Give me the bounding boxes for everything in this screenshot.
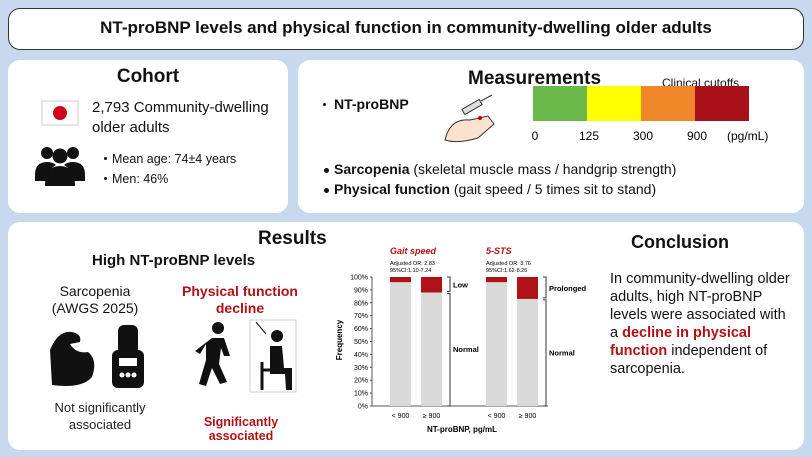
cutoff-segment [533,86,587,121]
measurements-title: Measurements [468,68,602,89]
title: NT-proBNP levels and physical function i… [100,18,712,37]
bracket [447,292,451,407]
panel-ci: 95%CI:1.10-7.24 [390,268,431,274]
item: Sarcopenia (skeletal muscle mass / handg… [334,161,676,177]
bullet [324,188,329,193]
cutoff-label: 0 [532,129,539,143]
y-tick-label: 60% [354,326,368,333]
item-label: Sarcopenia [334,161,410,177]
japan-flag [41,100,79,126]
x-tick-label: ≥ 900 [423,413,441,420]
y-tick-label: 90% [354,287,368,294]
title-box [8,8,804,50]
bar-segment [486,282,507,406]
sitting-icon [249,319,297,393]
bar-segment [390,282,411,406]
y-tick-label: 40% [354,352,368,359]
bullet [323,103,326,106]
y-tick-label: 100% [350,275,368,282]
x-tick-label: < 900 [392,413,410,420]
item-detail: (gait speed / 5 times sit to stand) [453,181,657,197]
bar-segment [390,277,411,283]
physical-finding: Significantly associated [203,415,279,443]
y-tick-label: 10% [354,391,368,398]
panel-ci: 95%CI:1.62-8.26 [486,268,527,274]
item-detail: (skeletal muscle mass / handgrip strengt… [413,161,677,177]
arm-syringe-icon [444,94,495,143]
bracket [447,276,451,292]
y-axis-label: Frequency [335,319,344,360]
conclusion-title: Conclusion [631,232,729,252]
results-subtitle: High NT-proBNP levels [92,252,256,269]
item-label: Physical function [334,181,450,197]
bar-segment [517,298,538,406]
series-label: Normal [549,348,575,357]
cutoff-segment [641,86,695,121]
bar-segment [486,277,507,283]
y-tick-label: 0% [358,404,368,411]
y-tick-label: 30% [354,365,368,372]
bullet [104,177,107,180]
cutoff-unit: (pg/mL) [727,129,768,143]
population: 2,793 Community-dwelling older adults [92,99,269,136]
walking-icon [195,322,230,386]
detail: Men: 46% [112,172,169,186]
bar-segment [517,277,538,299]
series-label: Low [453,281,468,290]
panel-title: Gait speed [390,246,437,256]
bracket [543,276,547,299]
physical-label: Physical function decline [182,283,298,316]
panel-or: Adjusted OR: 2.83 [390,261,435,267]
bar-segment [421,292,442,406]
cutoff-label: 300 [633,129,653,143]
y-tick-label: 80% [354,300,368,307]
measurements-box [298,60,804,213]
conclusion-text: In community-dwelling older adults, high… [610,270,795,378]
series-label: Prolonged [549,284,587,293]
text: independent of sarcopenia. [610,343,768,377]
text: In community-dwelling older adults, high… [610,271,790,341]
cutoff-segment [587,86,641,121]
results-title: Results [258,228,327,249]
sarcopenia-label: Sarcopenia (AWGS 2025) [51,283,139,316]
bracket [543,299,547,407]
bar-segment [421,277,442,293]
x-tick-label: ≥ 900 [519,413,537,420]
y-tick-label: 70% [354,313,368,320]
item-label: NT-proBNP [334,96,409,112]
panel-title: 5-STS [486,246,512,256]
cutoff-label: 125 [579,129,599,143]
dynamometer-icon [112,325,144,388]
x-tick-label: < 900 [488,413,506,420]
cohort-title: Cohort [116,66,180,87]
y-tick-label: 20% [354,378,368,385]
cutoff-segment [695,86,749,121]
people-icon [35,147,85,186]
series-label: Normal [453,345,479,354]
x-axis-label: NT-proBNP, pg/mL [427,425,497,434]
y-tick-label: 50% [354,339,368,346]
bullet [104,157,107,160]
panel-or: Adjusted OR: 3.76 [486,261,531,267]
detail: Mean age: 74±4 years [112,152,237,166]
highlight: decline in physical function [610,325,752,359]
item: Physical function (gait speed / 5 times … [334,181,656,197]
bullet [324,168,329,173]
cutoff-label: 900 [687,129,707,143]
sarcopenia-finding: Not significantly associated [54,400,146,432]
cohort-box [8,60,288,213]
muscle-icon [50,331,95,386]
